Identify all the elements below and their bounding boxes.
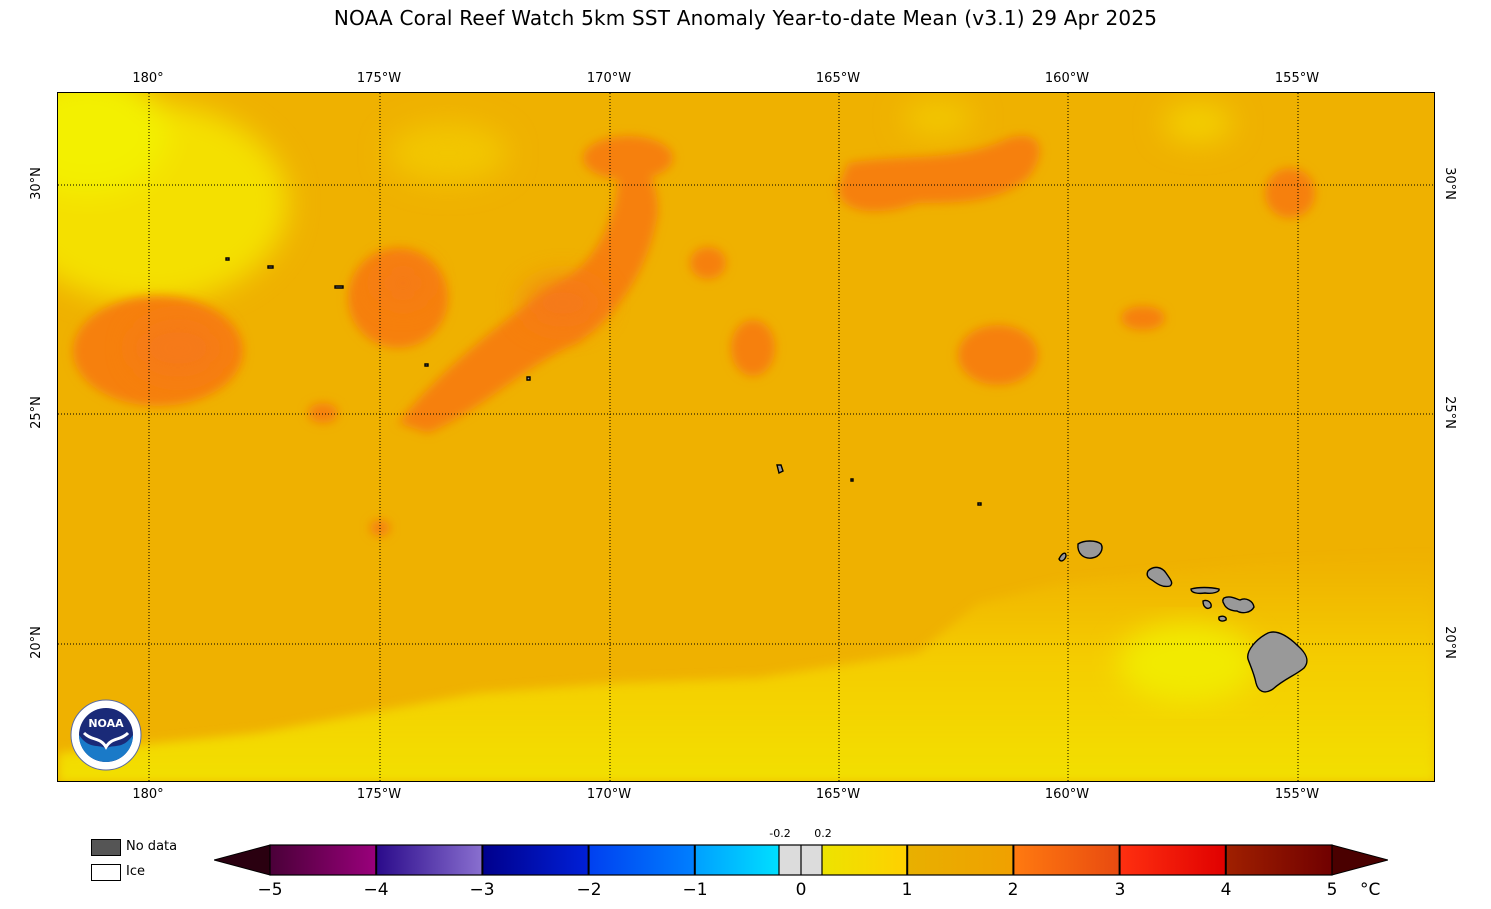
island-kure [225, 257, 230, 261]
colorbar-unit: °C [1360, 880, 1381, 900]
island-lisianski [424, 363, 429, 367]
lon-label-top-170w: 170°W [586, 71, 632, 86]
lon-label-bottom-170w: 170°W [586, 787, 632, 802]
lat-label-left-20n: 20°N [28, 626, 44, 659]
colorbar-tick-label: 3 [1114, 880, 1126, 900]
island-oahu [1146, 566, 1173, 588]
lat-label-left-30n: 30°N [28, 167, 44, 200]
colorbar-small-tick-pos: 0.2 [814, 827, 832, 840]
lon-label-bottom-165w: 165°W [815, 787, 861, 802]
colorbar-low-arrow [214, 844, 271, 876]
lat-label-right-25n: 25°N [1441, 396, 1457, 429]
colorbar-tick-label: −3 [469, 880, 495, 900]
island-midway [267, 265, 274, 269]
colorbar-high-arrow [1331, 844, 1388, 876]
lon-label-top-175w: 175°W [356, 71, 402, 86]
colorbar-segment [588, 845, 696, 875]
colorbar-segment [1119, 845, 1227, 875]
colorbar-tick-label: −4 [363, 880, 389, 900]
colorbar-small-tick-neg: -0.2 [769, 827, 791, 840]
lon-label-top-165w: 165°W [815, 71, 861, 86]
colorbar-segment [1225, 845, 1333, 875]
anomaly-yellow-zones [58, 93, 1233, 303]
colorbar-tick-label: 0 [795, 880, 807, 900]
lon-label-bottom-175w: 175°W [356, 787, 402, 802]
noaa-logo-icon: NOAA [70, 699, 142, 771]
map-canvas [58, 93, 1434, 781]
lon-label-top-155w: 155°W [1274, 71, 1320, 86]
lon-label-bottom-160w: 160°W [1044, 787, 1090, 802]
colorbar-tick-label: 1 [901, 880, 913, 900]
island-pearl-hermes [334, 285, 344, 289]
colorbar-tick-lines [375, 845, 1227, 875]
island-necker [850, 478, 854, 482]
colorbar-segment [907, 845, 1014, 875]
ice-label: Ice [126, 864, 145, 879]
hawaiian-islands [225, 257, 1308, 693]
island-nihoa [977, 502, 982, 506]
colorbar-segment [482, 845, 590, 875]
southern-yellow-band [58, 553, 1434, 781]
colorbar-tick-label: −2 [576, 880, 602, 900]
lat-label-right-30n: 30°N [1441, 167, 1457, 200]
logo-text: NOAA [88, 717, 124, 730]
colorbar-segment [1013, 845, 1121, 875]
ice-swatch [91, 864, 121, 881]
lon-label-top-160w: 160°W [1044, 71, 1090, 86]
colorbar-tick-label: 4 [1220, 880, 1232, 900]
colorbar [214, 844, 1388, 876]
colorbar-tick-label: 2 [1007, 880, 1019, 900]
bright-spot-big-island [1118, 623, 1258, 703]
graticule [58, 93, 1434, 781]
lat-label-right-20n: 20°N [1441, 626, 1457, 659]
map-title: NOAA Coral Reef Watch 5km SST Anomaly Ye… [333, 6, 1158, 30]
anomaly-orange-cores [133, 263, 603, 378]
lon-label-top-180: 180° [132, 71, 164, 86]
island-french-frigate-shoals [776, 464, 784, 475]
island-hawaii [1247, 631, 1308, 693]
lon-label-bottom-155w: 155°W [1274, 787, 1320, 802]
island-molokai [1190, 586, 1220, 595]
sst-anomaly-map[interactable]: NOAA [57, 92, 1435, 782]
colorbar-tick-label: 5 [1326, 880, 1338, 900]
no-data-swatch [91, 839, 121, 856]
island-maui [1222, 596, 1255, 614]
lon-label-bottom-180: 180° [132, 787, 164, 802]
island-kauai [1077, 540, 1103, 559]
island-lanai [1202, 599, 1212, 610]
island-laysan [526, 376, 531, 381]
island-niihau [1058, 552, 1067, 562]
colorbar-segment [376, 845, 483, 875]
lat-label-left-25n: 25°N [28, 396, 44, 429]
island-kahoolawe [1218, 615, 1227, 622]
colorbar-tick-label: −5 [257, 880, 283, 900]
colorbar-tick-label: −1 [682, 880, 708, 900]
no-data-label: No data [126, 839, 178, 854]
colorbar-segment [270, 845, 377, 875]
